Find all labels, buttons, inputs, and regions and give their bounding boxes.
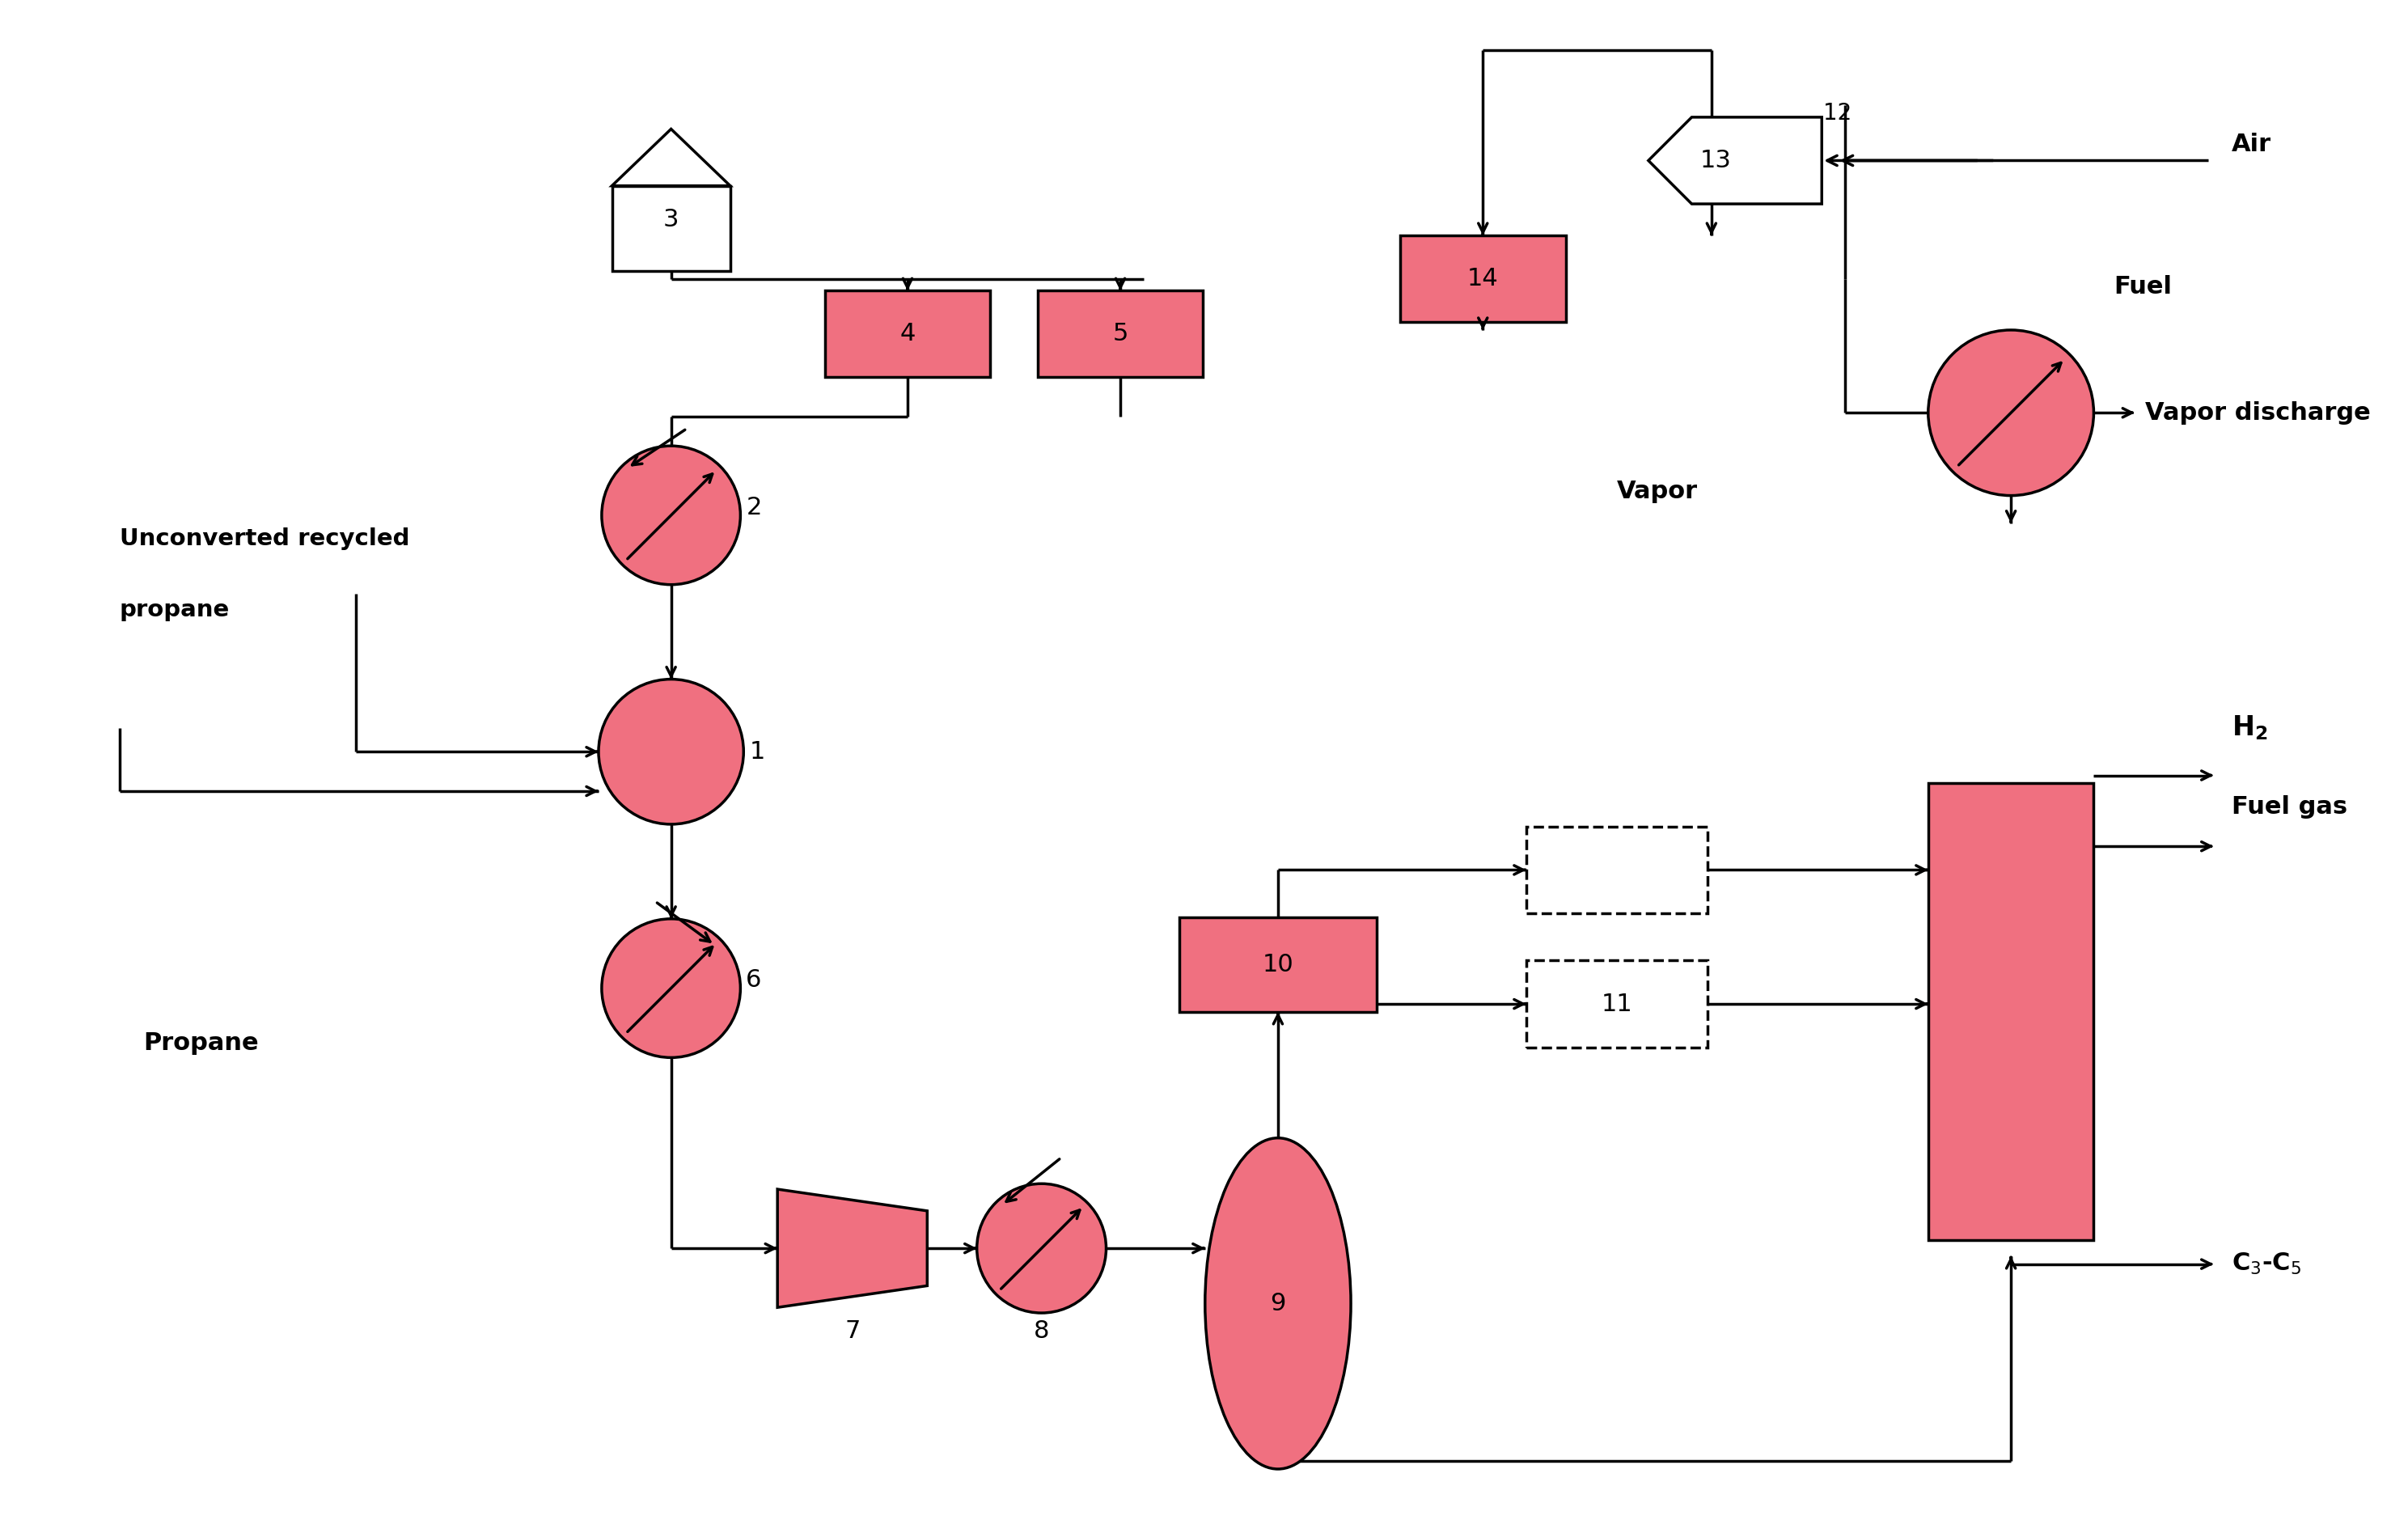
Text: 11: 11 bbox=[1601, 993, 1633, 1015]
Text: Fuel gas: Fuel gas bbox=[2232, 795, 2348, 819]
Text: 9: 9 bbox=[1269, 1292, 1286, 1315]
Text: Vapor: Vapor bbox=[1616, 480, 1698, 503]
FancyBboxPatch shape bbox=[1399, 236, 1565, 322]
Text: propane: propane bbox=[120, 599, 229, 622]
Text: 3: 3 bbox=[662, 208, 679, 231]
FancyBboxPatch shape bbox=[1527, 961, 1707, 1047]
FancyBboxPatch shape bbox=[1038, 290, 1204, 377]
Text: 6: 6 bbox=[746, 968, 761, 993]
Circle shape bbox=[1929, 330, 2093, 496]
Text: 14: 14 bbox=[1466, 268, 1498, 290]
Circle shape bbox=[602, 918, 739, 1058]
FancyBboxPatch shape bbox=[826, 290, 990, 377]
Text: 2: 2 bbox=[746, 496, 761, 520]
Text: 12: 12 bbox=[1823, 102, 1852, 125]
Text: 7: 7 bbox=[845, 1319, 860, 1342]
Text: 10: 10 bbox=[1262, 953, 1293, 976]
Circle shape bbox=[978, 1184, 1105, 1313]
Ellipse shape bbox=[1204, 1138, 1351, 1468]
Text: C$_3$-C$_5$: C$_3$-C$_5$ bbox=[2232, 1251, 2302, 1277]
Text: Fuel: Fuel bbox=[2114, 275, 2172, 298]
Text: Propane: Propane bbox=[142, 1032, 258, 1055]
Text: $\mathbf{H_2}$: $\mathbf{H_2}$ bbox=[2232, 714, 2268, 742]
FancyBboxPatch shape bbox=[1527, 827, 1707, 914]
FancyBboxPatch shape bbox=[1929, 783, 2093, 1240]
Text: Vapor discharge: Vapor discharge bbox=[2146, 401, 2369, 424]
Circle shape bbox=[602, 445, 739, 585]
Text: 8: 8 bbox=[1033, 1319, 1050, 1342]
Polygon shape bbox=[1649, 117, 1823, 204]
FancyBboxPatch shape bbox=[1180, 917, 1377, 1012]
Text: 5: 5 bbox=[1112, 322, 1129, 345]
Text: Unconverted recycled: Unconverted recycled bbox=[120, 527, 409, 550]
Text: 13: 13 bbox=[1700, 149, 1731, 172]
Text: 4: 4 bbox=[901, 322, 915, 345]
Polygon shape bbox=[778, 1189, 927, 1307]
Text: Air: Air bbox=[2232, 134, 2271, 157]
Circle shape bbox=[600, 679, 744, 824]
Text: 1: 1 bbox=[749, 740, 766, 763]
Polygon shape bbox=[612, 129, 730, 185]
Polygon shape bbox=[612, 185, 730, 271]
